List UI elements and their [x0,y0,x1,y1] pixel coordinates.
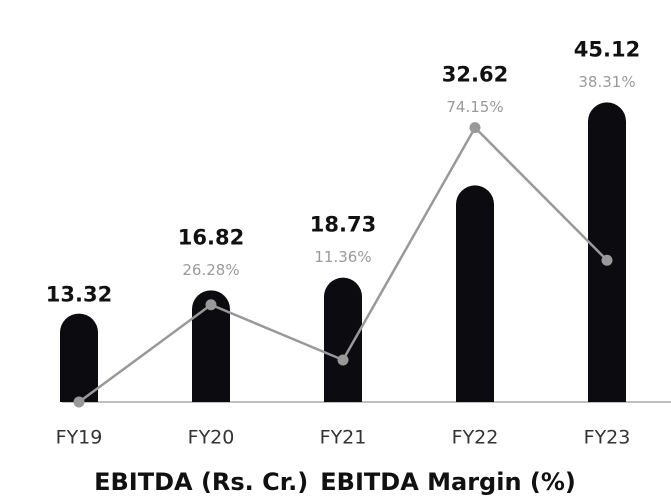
value-label: 13.32 [46,283,112,307]
value-label: 45.12 [574,37,640,61]
bar [588,102,626,403]
bar [192,290,230,402]
value-label: 18.73 [310,213,376,237]
bar [60,313,98,402]
x-tick-label: FY21 [320,427,367,449]
x-tick-label: FY19 [56,427,103,449]
x-tick-label: FY20 [188,427,235,449]
legend: EBITDA (Rs. Cr.) EBITDA Margin (%) [94,468,576,496]
line-point [205,299,217,311]
line-point [73,396,85,408]
legend-entry: EBITDA Margin (%) [320,468,576,496]
margin-label: 74.15% [446,98,503,116]
x-tick-label: FY23 [584,427,631,449]
margin-label: 11.36% [314,248,371,266]
x-tick-label: FY22 [452,427,499,449]
line-point [469,122,481,134]
margin-label: 38.31% [578,73,635,91]
legend-entry: EBITDA (Rs. Cr.) [94,468,308,496]
value-label: 16.82 [178,225,244,249]
bar [456,185,494,402]
legend-text: EBITDA (Rs. Cr.) EBITDA Margin (%) [94,468,576,496]
value-label: 32.62 [442,63,508,87]
line-point [337,354,349,366]
bar [324,277,362,402]
line-point [601,254,613,266]
margin-label: 26.28% [182,261,239,279]
